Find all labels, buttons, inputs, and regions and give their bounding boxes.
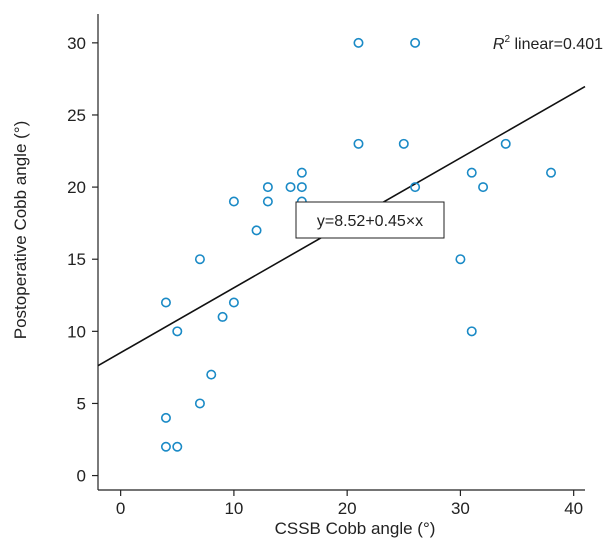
data-point: [194, 398, 205, 409]
data-point: [172, 441, 183, 452]
axes: [97, 14, 585, 491]
data-point: [466, 326, 477, 337]
y-tick-label: 0: [77, 467, 86, 486]
equation-box: y=8.52+0.45×x: [295, 201, 445, 239]
y-tick-label: 5: [77, 394, 86, 413]
data-point: [228, 196, 239, 207]
data-point: [410, 37, 421, 48]
equation-label: y=8.52+0.45×x: [317, 213, 423, 230]
data-point: [251, 225, 262, 236]
data-point: [285, 182, 296, 193]
data-point: [262, 196, 273, 207]
x-tick-label: 20: [338, 499, 357, 518]
equation-box-frame: [295, 201, 445, 239]
x-tick-label: 0: [116, 499, 125, 518]
y-axis-ticks: 0 5 10 15 20 25 30: [67, 34, 98, 486]
data-point: [466, 167, 477, 178]
data-point: [160, 412, 171, 423]
y-tick-label: 30: [67, 34, 86, 53]
r-squared-label: R2 linear=0.401: [493, 34, 603, 53]
data-point: [478, 182, 489, 193]
y-tick-label: 20: [67, 178, 86, 197]
r-squared-symbol: R: [493, 36, 505, 53]
y-tick-label: 25: [67, 106, 86, 125]
data-point: [172, 326, 183, 337]
data-point: [296, 182, 307, 193]
data-point: [546, 167, 557, 178]
data-point: [455, 254, 466, 265]
data-point: [228, 297, 239, 308]
data-point: [353, 37, 364, 48]
data-point: [296, 167, 307, 178]
data-point: [217, 311, 228, 322]
data-point: [262, 182, 273, 193]
x-tick-label: 30: [451, 499, 470, 518]
y-tick-label: 10: [67, 322, 86, 341]
r-squared-value: linear=0.401: [510, 36, 603, 53]
data-point: [353, 138, 364, 149]
data-point: [194, 254, 205, 265]
x-axis-ticks: 0 10 20 30 40: [116, 490, 583, 518]
data-point: [160, 441, 171, 452]
x-tick-label: 40: [564, 499, 583, 518]
r-squared-superscript: 2: [504, 34, 510, 45]
data-point: [500, 138, 511, 149]
data-point: [410, 182, 421, 193]
data-point: [398, 138, 409, 149]
data-point: [160, 297, 171, 308]
data-point: [206, 369, 217, 380]
y-tick-label: 15: [67, 250, 86, 269]
x-tick-label: 10: [224, 499, 243, 518]
y-axis-title: Postoperative Cobb angle (°): [11, 121, 30, 339]
x-axis-title: CSSB Cobb angle (°): [275, 519, 436, 538]
data-points: [160, 37, 557, 452]
